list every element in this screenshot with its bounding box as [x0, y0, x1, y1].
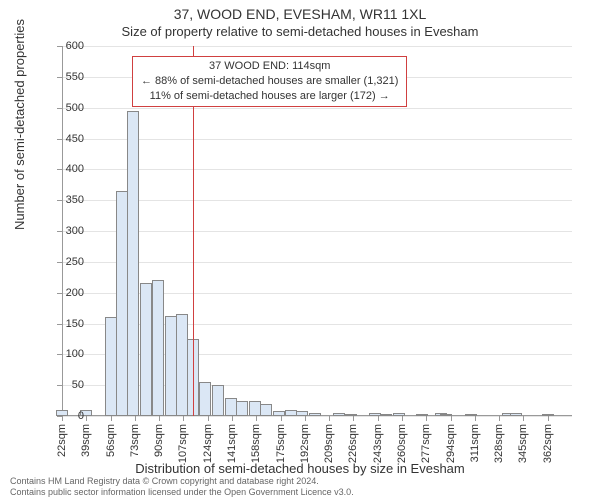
histogram-bar [296, 411, 308, 416]
histogram-bar [542, 414, 554, 416]
x-tick-label: 294sqm [445, 424, 457, 463]
x-tick-mark [499, 416, 500, 421]
x-tick-label: 175sqm [275, 424, 287, 463]
x-tick-mark [159, 416, 160, 421]
y-tick-label: 50 [44, 379, 84, 391]
x-tick-mark [402, 416, 403, 421]
histogram-bar [393, 413, 405, 416]
histogram-bar [260, 404, 272, 416]
histogram-bar [212, 385, 224, 416]
x-tick-label: 192sqm [299, 424, 311, 463]
x-tick-mark [111, 416, 112, 421]
plot-inner: 37 WOOD END: 114sqm← 88% of semi-detache… [62, 46, 572, 416]
x-tick-mark [86, 416, 87, 421]
y-tick-label: 300 [44, 225, 84, 237]
y-tick-label: 200 [44, 287, 84, 299]
info-box-line-3: 11% of semi-detached houses are larger (… [141, 89, 398, 104]
histogram-bar [309, 413, 321, 416]
footnote-line-1: Contains HM Land Registry data © Crown c… [10, 476, 354, 487]
x-tick-mark [353, 416, 354, 421]
footnote-line-2: Contains public sector information licen… [10, 487, 354, 498]
chart-subtitle: Size of property relative to semi-detach… [0, 24, 600, 39]
x-tick-mark [426, 416, 427, 421]
x-tick-label: 243sqm [372, 424, 384, 463]
x-tick-label: 362sqm [542, 424, 554, 463]
y-tick-label: 500 [44, 102, 84, 114]
x-tick-label: 56sqm [105, 424, 117, 457]
histogram-bar [333, 413, 345, 416]
x-tick-label: 345sqm [517, 424, 529, 463]
x-tick-label: 260sqm [396, 424, 408, 463]
x-tick-mark [208, 416, 209, 421]
x-tick-label: 209sqm [323, 424, 335, 463]
histogram-bar [369, 413, 381, 416]
histogram-bar [140, 283, 152, 416]
x-tick-mark [475, 416, 476, 421]
histogram-bar [440, 414, 452, 416]
x-tick-label: 124sqm [202, 424, 214, 463]
x-tick-label: 277sqm [420, 424, 432, 463]
x-tick-mark [378, 416, 379, 421]
histogram-bar [165, 316, 177, 416]
chart-title: 37, WOOD END, EVESHAM, WR11 1XL [0, 6, 600, 22]
y-tick-label: 550 [44, 71, 84, 83]
histogram-bar [236, 401, 248, 416]
x-tick-label: 158sqm [250, 424, 262, 463]
x-tick-label: 22sqm [56, 424, 68, 457]
y-tick-label: 250 [44, 256, 84, 268]
y-tick-label: 400 [44, 163, 84, 175]
x-tick-mark [305, 416, 306, 421]
y-tick-label: 600 [44, 40, 84, 52]
histogram-bar [199, 382, 211, 416]
histogram-bar [225, 398, 237, 417]
histogram-bar [127, 111, 139, 416]
histogram-bar [249, 401, 261, 416]
x-tick-label: 90sqm [153, 424, 165, 457]
gridline [62, 46, 572, 47]
gridline [62, 108, 572, 109]
histogram-bar [152, 280, 164, 416]
x-tick-mark [548, 416, 549, 421]
y-axis-label-text: Number of semi-detached properties [12, 19, 27, 230]
x-tick-label: 311sqm [469, 424, 481, 462]
plot-area: 37 WOOD END: 114sqm← 88% of semi-detache… [62, 46, 572, 416]
x-tick-mark [183, 416, 184, 421]
y-tick-label: 150 [44, 318, 84, 330]
histogram-bar [465, 414, 477, 416]
histogram-bar [416, 414, 428, 416]
gridline [62, 416, 572, 417]
histogram-bar [105, 317, 117, 416]
x-tick-label: 73sqm [129, 424, 141, 457]
x-tick-label: 226sqm [347, 424, 359, 463]
y-axis-label: Number of semi-detached properties [12, 19, 27, 230]
chart-container: 37, WOOD END, EVESHAM, WR11 1XL Size of … [0, 0, 600, 500]
histogram-bar [116, 191, 128, 416]
y-tick-label: 450 [44, 133, 84, 145]
histogram-bar [273, 411, 285, 416]
info-box-line-1: 37 WOOD END: 114sqm [141, 59, 398, 74]
x-tick-label: 141sqm [226, 424, 238, 463]
x-tick-mark [256, 416, 257, 421]
info-box-line-2: ← 88% of semi-detached houses are smalle… [141, 74, 398, 89]
info-box: 37 WOOD END: 114sqm← 88% of semi-detache… [132, 56, 407, 107]
histogram-bar [176, 314, 188, 416]
x-tick-mark [523, 416, 524, 421]
y-tick-label: 100 [44, 348, 84, 360]
y-tick-label: 350 [44, 194, 84, 206]
x-tick-mark [232, 416, 233, 421]
histogram-bar [380, 414, 392, 416]
x-axis-label: Distribution of semi-detached houses by … [0, 461, 600, 476]
x-tick-label: 39sqm [80, 424, 92, 457]
x-tick-label: 328sqm [493, 424, 505, 463]
x-tick-mark [281, 416, 282, 421]
histogram-bar [510, 413, 522, 416]
x-tick-mark [329, 416, 330, 421]
y-tick-label: 0 [44, 410, 84, 422]
x-tick-mark [135, 416, 136, 421]
footnote: Contains HM Land Registry data © Crown c… [10, 476, 354, 498]
x-tick-mark [451, 416, 452, 421]
histogram-bar [285, 410, 297, 416]
histogram-bar [345, 414, 357, 416]
x-tick-label: 107sqm [177, 424, 189, 463]
